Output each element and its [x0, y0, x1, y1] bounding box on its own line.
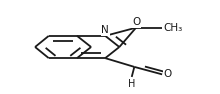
- Text: H: H: [128, 79, 135, 89]
- Text: O: O: [132, 17, 140, 27]
- Text: CH₃: CH₃: [163, 23, 182, 33]
- Text: N: N: [101, 25, 109, 35]
- Text: O: O: [164, 69, 172, 79]
